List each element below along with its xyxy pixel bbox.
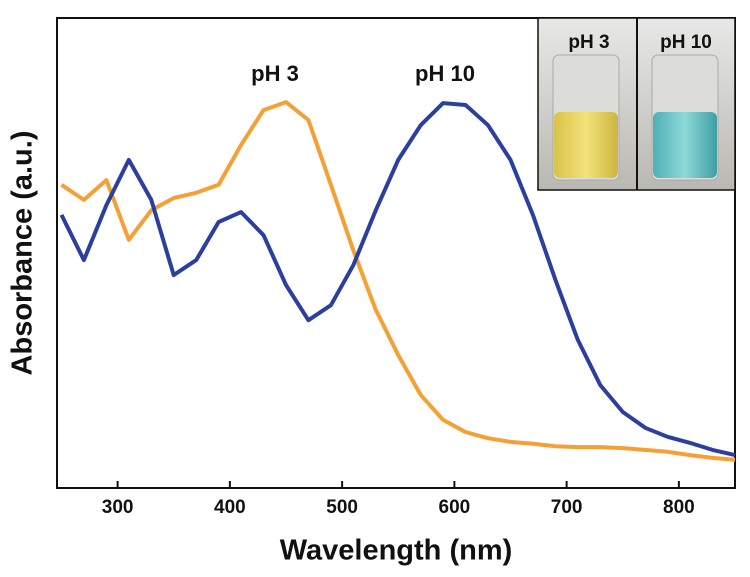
inset-label: pH 3 xyxy=(568,32,609,53)
data-line xyxy=(59,101,736,458)
x-tick-label: 300 xyxy=(102,497,134,518)
inset-photo xyxy=(537,17,736,191)
y-axis-label: Absorbance (a.u.) xyxy=(7,131,39,376)
x-tick-label: 500 xyxy=(326,497,358,518)
x-tick-label: 600 xyxy=(439,497,471,518)
x-tick-label: 700 xyxy=(551,497,583,518)
x-tick-label: 400 xyxy=(214,497,246,518)
x-tick-label: 800 xyxy=(663,497,695,518)
inset-label: pH 10 xyxy=(660,32,712,53)
x-axis-label: Wavelength (nm) xyxy=(280,535,513,567)
data-line xyxy=(60,100,736,462)
annotation: pH 10 xyxy=(415,61,475,86)
annotation: pH 3 xyxy=(251,61,299,86)
plot-frame xyxy=(56,17,736,489)
